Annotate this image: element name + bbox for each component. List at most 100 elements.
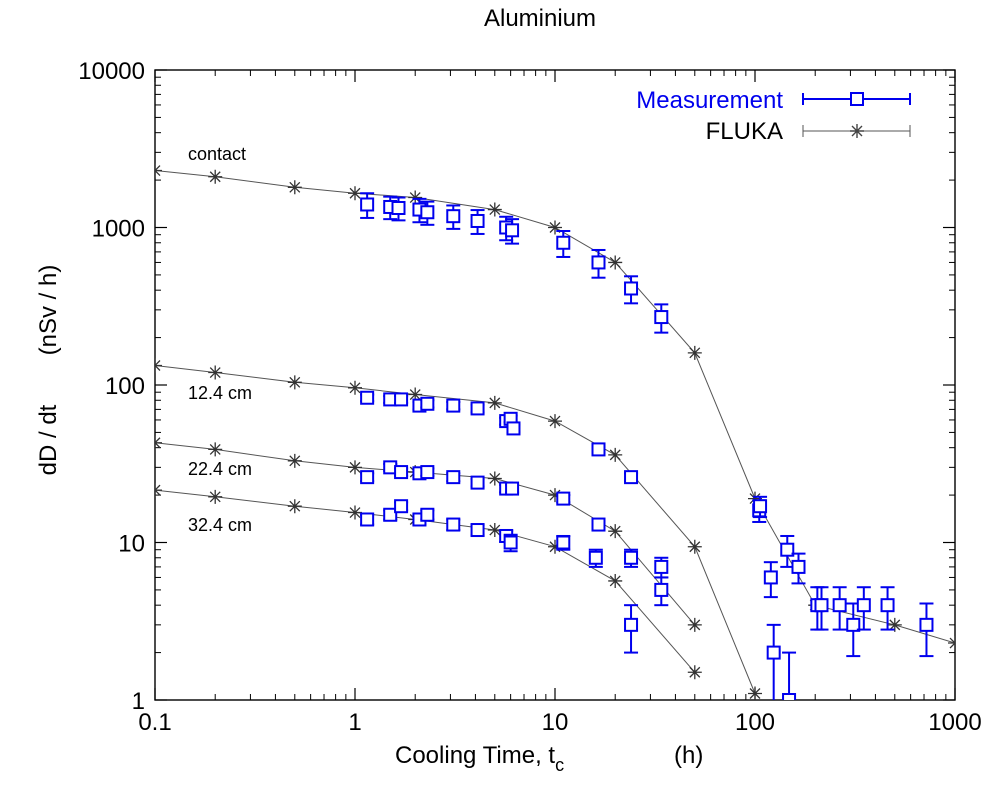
measurement-point [503,533,518,553]
annotation-contact: contact [188,144,246,164]
measurement-point [624,604,639,654]
fluka-point [155,358,162,373]
measurement-point [880,586,895,631]
measurement-point [446,398,461,413]
y-tick-label: 100 [105,373,145,400]
fluka-point [208,365,223,380]
measurement-point [654,303,669,334]
fluka-point [548,220,562,235]
fluka-point [408,190,423,205]
x-axis-ticks: 0.1 1 10 100 1000 [138,70,982,736]
measurement-point [446,517,461,532]
measurement-point [753,495,768,519]
fluka-point [408,387,423,402]
fluka-point [287,375,302,390]
measurement-series-22-4-cm [360,460,669,579]
fluka-point [608,573,623,588]
fluka-point [208,489,223,504]
annotation-22-4-cm: 22.4 cm [188,459,252,479]
fluka-point [548,414,562,429]
fluka-point [608,524,623,539]
measurement-point [506,421,521,436]
measurement-point [391,196,406,222]
fluka-point [687,345,702,360]
measurement-point [791,552,806,585]
measurement-point [420,507,435,522]
y-axis-label: dD / dt [35,404,62,475]
measurement-point [505,218,520,245]
legend-label-fluka: FLUKA [706,118,783,145]
fluka-point [155,163,162,178]
fluka-point [287,499,302,514]
measurement-point [591,248,606,279]
measurement-point [766,623,781,700]
fluka-point [487,523,502,538]
x-axis-label-main: Cooling Time, t [395,742,555,769]
fluka-point [687,617,702,632]
x-tick-label: 1000 [928,709,981,736]
x-axis-label: Cooling Time, tc [395,742,564,775]
y-tick-label: 1000 [92,216,145,243]
fluka-point [687,665,702,680]
y-tick-label: 1 [132,688,145,715]
y-tick-label: 10000 [78,58,145,85]
legend-symbol-measurement [802,92,911,106]
fluka-point [548,539,562,554]
legend: Measurement FLUKA [636,87,911,145]
fluka-point [687,539,702,554]
chart-title: Aluminium [484,5,596,32]
measurement-point [446,204,461,230]
measurement-point [763,561,778,599]
fluka-point [155,483,162,498]
measurement-point [624,548,639,568]
measurement-point [383,507,398,522]
fluka-series-contact [155,163,955,651]
measurement-point [470,523,485,538]
fluka-point [208,442,223,457]
measurement-point [420,396,435,411]
measurement-point [360,192,375,219]
x-tick-label: 0.1 [138,709,171,736]
y-axis-ticks: 1 10 100 1000 10000 [78,58,955,715]
fluka-point [348,505,362,520]
fluka-point [887,617,902,632]
measurement-point [505,481,520,496]
measurement-point [654,556,669,579]
annotation-32-4-cm: 32.4 cm [188,515,252,535]
measurement-series-layer [360,192,934,700]
measurement-point [856,586,871,631]
x-axis-label-subscript: c [555,755,564,775]
measurement-point [394,392,409,407]
measurement-point [780,534,795,568]
measurement-point [556,534,571,551]
fluka-point [948,636,955,651]
annotation-12-4-cm: 12.4 cm [188,383,252,403]
fluka-point [348,460,362,475]
measurement-point [832,586,847,631]
legend-label-measurement: Measurement [636,87,783,114]
legend-symbol-fluka [802,124,911,138]
measurement-point [624,275,639,305]
fluka-point [287,453,302,468]
measurement-point [588,548,603,568]
fluka-point [287,180,302,195]
measurement-point [394,465,409,480]
x-tick-label: 10 [542,709,569,736]
measurement-point [556,491,571,506]
measurement-point [470,401,485,416]
measurement-point [412,512,427,527]
measurement-point [624,470,639,485]
measurement-point [782,651,797,700]
fluka-point [487,395,502,410]
measurement-point [591,517,606,532]
measurement-point [591,442,606,457]
y-axis-unit: (nSv / h) [35,265,62,356]
fluka-point [608,447,623,462]
x-axis-unit: (h) [674,742,703,769]
fluka-line [155,170,955,644]
measurement-point [470,209,485,235]
measurement-point [470,475,485,490]
fluka-point [348,380,362,395]
measurement-series-late [752,495,934,700]
